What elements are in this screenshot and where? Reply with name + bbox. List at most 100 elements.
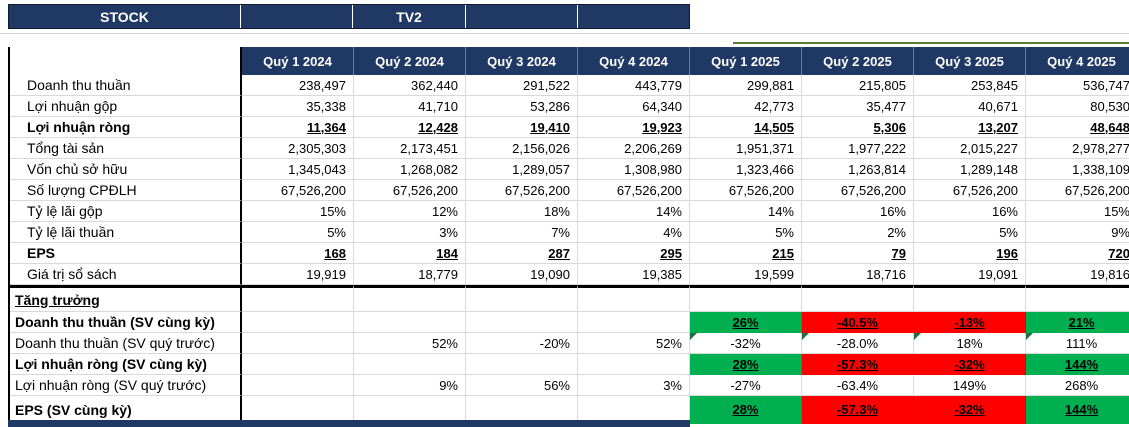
table-cell[interactable]: 35,338 [242, 96, 354, 117]
column-header-8[interactable]: Quý 4 2025 [1026, 47, 1129, 75]
table-cell[interactable] [466, 285, 578, 312]
table-cell[interactable]: 40,671 [914, 96, 1026, 117]
table-cell[interactable]: 35,477 [802, 96, 914, 117]
table-cell[interactable]: 16% [802, 201, 914, 222]
column-header-4[interactable]: Quý 4 2024 [578, 47, 690, 75]
row-label[interactable]: Tăng trưởng [10, 285, 242, 312]
ticker-cell[interactable]: TV2 [353, 5, 466, 28]
table-cell[interactable]: 287 [466, 243, 578, 264]
table-cell[interactable]: 18,779 [354, 264, 466, 285]
table-cell[interactable]: 184 [354, 243, 466, 264]
table-cell[interactable]: 14% [690, 201, 802, 222]
table-cell[interactable] [466, 354, 578, 375]
table-cell[interactable]: -20% [466, 333, 578, 354]
table-cell[interactable]: 9% [354, 375, 466, 396]
column-header-1[interactable]: Quý 1 2024 [242, 47, 354, 75]
table-cell[interactable]: 19,919 [242, 264, 354, 285]
table-cell[interactable]: 1,289,148 [914, 159, 1026, 180]
table-cell[interactable]: 15% [242, 201, 354, 222]
table-cell[interactable] [242, 375, 354, 396]
column-header-2[interactable]: Quý 2 2024 [354, 47, 466, 75]
table-cell[interactable]: 111% [1026, 333, 1129, 354]
table-cell[interactable]: 2,305,303 [242, 138, 354, 159]
stock-label-cell[interactable]: STOCK [9, 5, 241, 28]
table-cell[interactable]: 5,306 [802, 117, 914, 138]
table-cell[interactable]: 1,338,109 [1026, 159, 1129, 180]
table-cell[interactable]: 1,268,082 [354, 159, 466, 180]
row-label[interactable]: Doanh thu thuần (SV quý trước) [10, 333, 242, 354]
table-cell[interactable] [802, 285, 914, 312]
table-cell[interactable]: 4% [578, 222, 690, 243]
table-cell[interactable]: 168 [242, 243, 354, 264]
table-cell[interactable]: 5% [914, 222, 1026, 243]
table-cell[interactable]: 5% [242, 222, 354, 243]
table-cell[interactable]: 5% [690, 222, 802, 243]
table-cell[interactable]: 80,530 [1026, 96, 1129, 117]
table-cell[interactable] [242, 333, 354, 354]
table-cell[interactable]: 268% [1026, 375, 1129, 396]
table-cell[interactable] [578, 312, 690, 333]
table-cell[interactable]: 14,505 [690, 117, 802, 138]
table-cell[interactable]: -40.5% [802, 312, 914, 333]
table-cell[interactable] [578, 354, 690, 375]
row-label[interactable]: Doanh thu thuần [10, 75, 242, 96]
table-cell[interactable]: -13% [914, 312, 1026, 333]
table-cell[interactable]: 28% [690, 396, 802, 424]
table-cell[interactable]: 3% [354, 222, 466, 243]
row-label[interactable]: Giá trị sổ sách [10, 264, 242, 285]
table-cell[interactable]: 52% [578, 333, 690, 354]
table-cell[interactable] [242, 285, 354, 312]
row-label[interactable]: Tổng tài sản [10, 138, 242, 159]
table-cell[interactable]: 1,308,980 [578, 159, 690, 180]
table-cell[interactable]: 19,090 [466, 264, 578, 285]
table-cell[interactable] [354, 285, 466, 312]
table-cell[interactable] [242, 312, 354, 333]
row-label[interactable]: EPS [10, 243, 242, 264]
table-cell[interactable]: 1,977,222 [802, 138, 914, 159]
table-cell[interactable]: 19,410 [466, 117, 578, 138]
table-cell[interactable]: -28.0% [802, 333, 914, 354]
table-cell[interactable]: 720 [1026, 243, 1129, 264]
table-cell[interactable] [242, 354, 354, 375]
row-label[interactable]: Doanh thu thuần (SV cùng kỳ) [10, 312, 242, 333]
table-cell[interactable]: 26% [690, 312, 802, 333]
table-cell[interactable]: 362,440 [354, 75, 466, 96]
table-cell[interactable]: 64,340 [578, 96, 690, 117]
title-bar-blank-cell-1[interactable] [241, 5, 353, 28]
table-cell[interactable]: 19,091 [914, 264, 1026, 285]
table-cell[interactable]: 41,710 [354, 96, 466, 117]
table-cell[interactable]: 299,881 [690, 75, 802, 96]
header-corner-cell[interactable] [10, 47, 242, 75]
table-cell[interactable]: 253,845 [914, 75, 1026, 96]
table-cell[interactable] [354, 312, 466, 333]
table-cell[interactable]: -32% [914, 396, 1026, 424]
title-bar-blank-cell-3[interactable] [578, 5, 689, 28]
table-cell[interactable]: 1,289,057 [466, 159, 578, 180]
table-cell[interactable]: 7% [466, 222, 578, 243]
table-cell[interactable]: 79 [802, 243, 914, 264]
table-cell[interactable]: 3% [578, 375, 690, 396]
title-bar-blank-cell-2[interactable] [466, 5, 578, 28]
row-label[interactable]: Số lượng CPĐLH [10, 180, 242, 201]
table-cell[interactable]: 13,207 [914, 117, 1026, 138]
table-cell[interactable]: 2,015,227 [914, 138, 1026, 159]
row-label[interactable]: Lợi nhuận ròng [10, 117, 242, 138]
table-cell[interactable]: 67,526,200 [242, 180, 354, 201]
column-header-3[interactable]: Quý 3 2024 [466, 47, 578, 75]
table-cell[interactable]: 1,263,814 [802, 159, 914, 180]
table-cell[interactable]: 2,978,277 [1026, 138, 1129, 159]
table-cell[interactable]: 15% [1026, 201, 1129, 222]
table-cell[interactable]: 238,497 [242, 75, 354, 96]
table-cell[interactable]: 67,526,200 [690, 180, 802, 201]
table-cell[interactable]: 215 [690, 243, 802, 264]
table-cell[interactable]: 18,716 [802, 264, 914, 285]
table-cell[interactable]: 67,526,200 [914, 180, 1026, 201]
table-cell[interactable]: -63.4% [802, 375, 914, 396]
row-label[interactable]: Tỷ lệ lãi thuần [10, 222, 242, 243]
table-cell[interactable]: 16% [914, 201, 1026, 222]
row-label[interactable]: Lợi nhuận ròng (SV quý trước) [10, 375, 242, 396]
table-cell[interactable]: 18% [466, 201, 578, 222]
table-cell[interactable]: -57.3% [802, 354, 914, 375]
table-cell[interactable]: 1,951,371 [690, 138, 802, 159]
table-cell[interactable]: 67,526,200 [1026, 180, 1129, 201]
